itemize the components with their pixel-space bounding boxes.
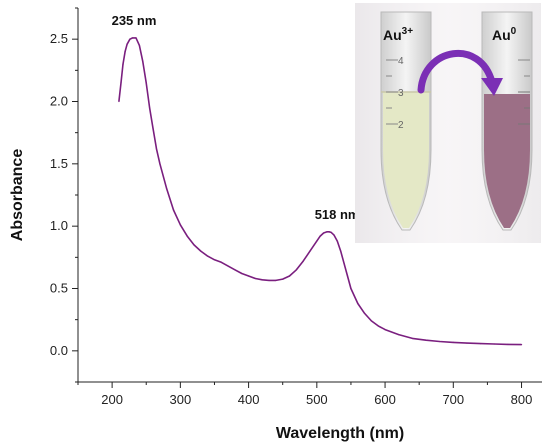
data-point xyxy=(316,240,318,242)
data-point xyxy=(234,269,236,271)
data-point xyxy=(261,279,263,281)
data-point xyxy=(479,343,482,345)
data-point xyxy=(302,260,304,262)
data-point xyxy=(213,259,216,261)
data-point xyxy=(152,128,154,130)
peak-label-518: 518 nm xyxy=(315,207,360,222)
data-point xyxy=(333,234,335,236)
y-tick-label: 2.0 xyxy=(50,94,68,109)
data-point xyxy=(282,278,284,280)
data-point xyxy=(328,231,330,233)
data-point xyxy=(370,320,373,322)
y-tick-label: 1.0 xyxy=(50,218,68,233)
data-point xyxy=(346,275,349,277)
x-axis-title: Wavelength (nm) xyxy=(276,425,404,442)
data-point xyxy=(118,100,120,103)
data-point xyxy=(350,287,352,290)
data-point xyxy=(220,261,222,263)
left-tube-label: Au3+ xyxy=(383,26,413,43)
data-point xyxy=(336,240,338,242)
data-point xyxy=(131,37,134,39)
data-point xyxy=(275,279,277,281)
right-tube-label: Au0 xyxy=(492,26,517,43)
data-point xyxy=(129,38,131,40)
data-point xyxy=(452,341,454,343)
data-point xyxy=(135,37,137,39)
data-point xyxy=(159,163,161,165)
ticks: 200 300 400 500 600 700 800 0.0 0.5 1.0 1.5 2.0 2.5 xyxy=(50,7,533,407)
right-tube-scale xyxy=(518,59,530,125)
data-point xyxy=(330,231,332,233)
y-tick-label: 2.5 xyxy=(50,31,68,46)
x-tick-label: 500 xyxy=(306,392,328,407)
y-tick-label: 0.5 xyxy=(50,281,68,296)
data-point xyxy=(466,342,468,344)
x-tick-label: 400 xyxy=(238,392,260,407)
data-point xyxy=(193,244,195,246)
peak-label-235: 235 nm xyxy=(112,13,157,28)
transformation-arrow-icon xyxy=(417,49,496,94)
data-point xyxy=(493,343,495,345)
data-point xyxy=(295,269,297,271)
data-point xyxy=(179,224,181,226)
data-point xyxy=(254,277,257,280)
data-point xyxy=(186,235,188,237)
data-point xyxy=(319,235,321,237)
series-group: 235 nm 518 nm xyxy=(112,13,523,346)
y-axis-title: Absorbance xyxy=(9,149,26,242)
data-point xyxy=(326,231,328,233)
data-point xyxy=(363,312,366,315)
scale-mark-2: 2 xyxy=(398,120,404,131)
data-point xyxy=(172,209,175,211)
data-point xyxy=(398,334,400,336)
data-point xyxy=(241,272,243,275)
data-point xyxy=(200,250,202,252)
data-point xyxy=(207,255,209,257)
absorbance-spectrum-line xyxy=(118,37,522,346)
data-point xyxy=(323,232,325,234)
right-tube-liquid xyxy=(484,94,530,228)
data-point xyxy=(439,340,441,343)
data-point xyxy=(309,250,311,252)
data-point xyxy=(340,250,342,252)
x-tick-label: 700 xyxy=(442,392,464,407)
data-point xyxy=(149,107,151,109)
data-point xyxy=(411,337,413,339)
data-point xyxy=(507,343,509,345)
x-tick-label: 600 xyxy=(374,392,396,407)
data-point xyxy=(122,63,124,65)
y-tick-label: 0.0 xyxy=(50,343,68,358)
data-point xyxy=(288,275,291,277)
data-point xyxy=(138,44,141,47)
data-point xyxy=(155,148,158,150)
left-tube-scale: 4 3 2 xyxy=(386,56,404,131)
data-point xyxy=(124,51,126,53)
scale-mark-4: 4 xyxy=(398,56,404,67)
data-point xyxy=(142,61,144,63)
data-point xyxy=(247,275,250,277)
axes: Wavelength (nm) Absorbance xyxy=(9,8,542,442)
data-point xyxy=(520,344,523,346)
data-point xyxy=(166,188,168,190)
x-tick-label: 300 xyxy=(170,392,192,407)
x-tick-label: 800 xyxy=(511,392,533,407)
data-point xyxy=(268,279,270,281)
data-point xyxy=(425,339,427,341)
data-point xyxy=(377,325,379,327)
arrowhead-icon xyxy=(481,78,503,96)
data-point xyxy=(343,262,345,265)
data-point xyxy=(126,43,128,45)
data-point xyxy=(357,302,359,305)
data-point xyxy=(120,82,122,84)
x-tick-label: 200 xyxy=(101,392,123,407)
tube-photo-inset: 4 3 2 Au3+ Au0 xyxy=(355,3,541,243)
left-tube-liquid xyxy=(383,92,429,228)
scale-mark-3: 3 xyxy=(398,88,404,99)
data-point xyxy=(227,265,229,267)
data-point xyxy=(145,82,147,84)
data-point xyxy=(384,329,386,331)
y-tick-label: 1.5 xyxy=(50,156,68,171)
